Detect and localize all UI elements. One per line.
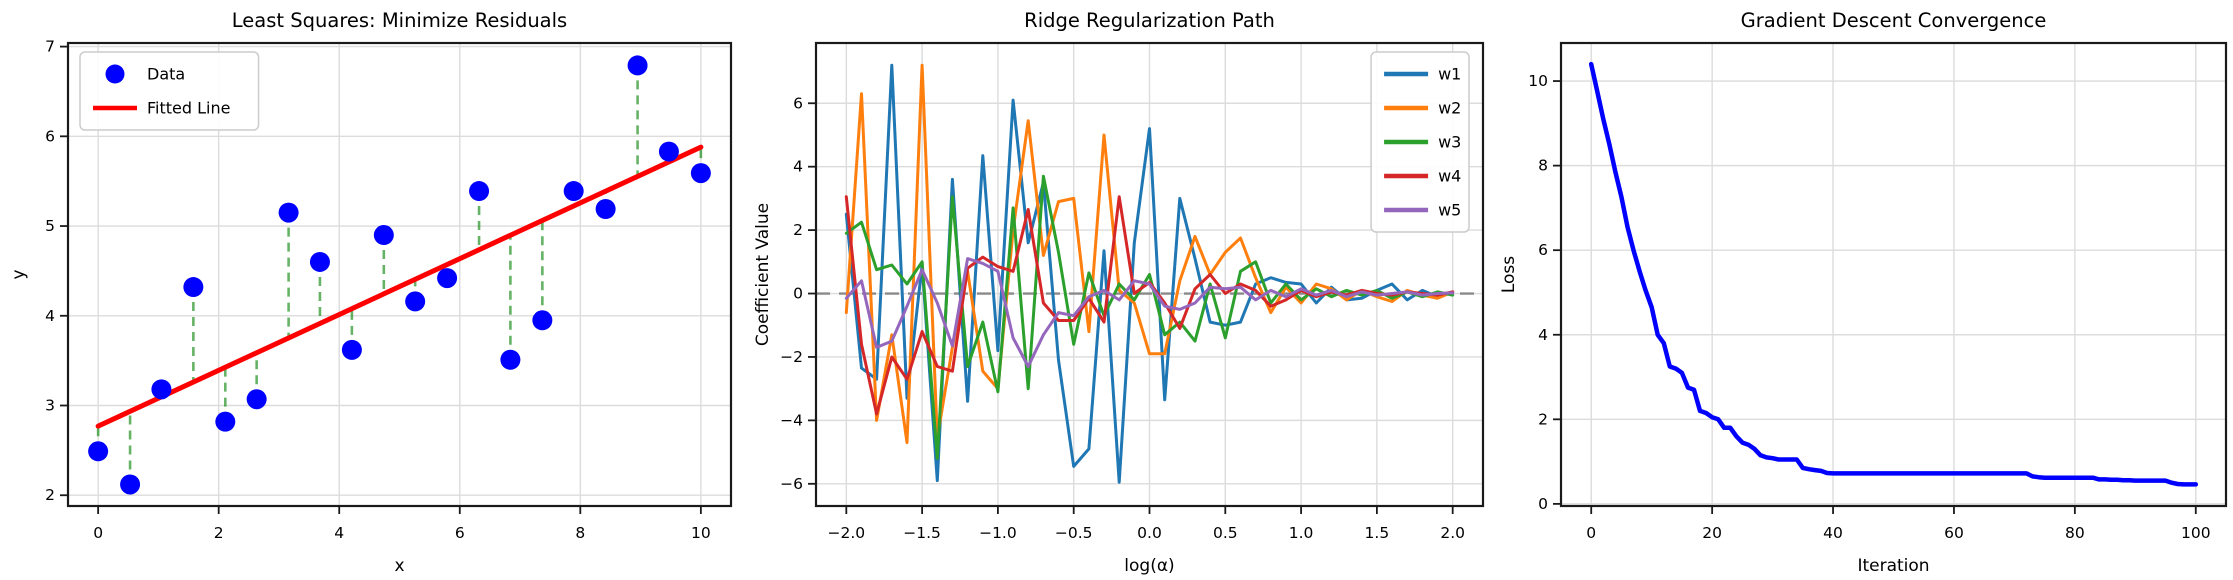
x-tick-label: −1.5	[903, 524, 941, 542]
legend-label: w3	[1438, 133, 1461, 152]
y-axis-label: y	[9, 269, 29, 279]
data-point	[151, 379, 172, 400]
data-point	[120, 474, 141, 495]
x-tick-label: 0	[93, 524, 103, 542]
y-tick-label: 4	[45, 307, 55, 325]
chart-title: Gradient Descent Convergence	[1741, 9, 2047, 32]
legend-label: w5	[1438, 201, 1461, 220]
series-line-loss	[1588, 61, 2199, 487]
y-tick-label: 2	[793, 221, 803, 239]
panel-ridge-path: −2.0 −1.5 −1.0 −0.5 0.0 0.5 1.0 1.5 2.0 −6 −4 −2 0 2 4…	[744, 0, 1490, 580]
data-point	[278, 202, 299, 223]
x-tick-label: 1.5	[1365, 524, 1390, 542]
panel-gradient-descent: 0 20 40 60 80 100 0 2 4 6 8 10 Gradient Descent Conv…	[1490, 0, 2233, 580]
y-tick-label: 0	[793, 285, 803, 303]
x-tick-label: 2	[214, 524, 224, 542]
fitted-line	[95, 144, 704, 429]
x-axis-label: Iteration	[1857, 556, 1929, 576]
data-point	[373, 225, 394, 246]
y-tick-label: 6	[793, 94, 803, 112]
data-point	[690, 163, 711, 184]
data-point	[627, 55, 648, 76]
x-tick-label: 0.0	[1137, 524, 1162, 542]
x-tick-label: 100	[2181, 524, 2211, 542]
x-axis-label: x	[394, 556, 404, 576]
x-tick-label: 0.5	[1213, 524, 1238, 542]
x-tick-label: −0.5	[1055, 524, 1093, 542]
y-tick-label: 2	[45, 486, 55, 504]
legend-box	[79, 51, 260, 131]
chart-ridge-path: −2.0 −1.5 −1.0 −0.5 0.0 0.5 1.0 1.5 2.0 −6 −4 −2 0 2 4…	[744, 0, 1490, 580]
y-tick-label: 10	[1528, 72, 1548, 90]
panel-least-squares: 0 2 4 6 8 10 2 3 4 5 6 7 Least Squares: Minimize Res…	[0, 0, 744, 580]
data-point	[532, 310, 553, 331]
data-point	[500, 349, 521, 370]
x-tick-label: 1.0	[1289, 524, 1314, 542]
x-tick-label: 8	[575, 524, 585, 542]
y-tick-label: 7	[45, 38, 55, 56]
x-tick-label: −2.0	[827, 524, 865, 542]
x-tick-label: 10	[691, 524, 711, 542]
data-point	[246, 389, 267, 410]
series-line-w5	[844, 257, 1455, 368]
chart-least-squares: 0 2 4 6 8 10 2 3 4 5 6 7 Least Squares: Minimize Res…	[0, 0, 744, 580]
y-axis-label: Loss	[1499, 256, 1519, 293]
y-tick-label: 2	[1538, 410, 1548, 428]
plot-frame	[1559, 41, 2228, 508]
data-point	[595, 198, 616, 219]
y-axis-label: Coefficient Value	[753, 203, 773, 346]
chart-title: Least Squares: Minimize Residuals	[232, 9, 567, 32]
legend-label: w2	[1438, 99, 1461, 118]
data-point	[341, 339, 362, 360]
chart-title: Ridge Regularization Path	[1024, 9, 1275, 32]
x-axis-label: log(α)	[1124, 556, 1174, 576]
x-tick-label: 80	[2065, 524, 2085, 542]
legend-swatch-dot	[105, 64, 125, 84]
y-tick-label: −6	[780, 475, 803, 493]
chart-gradient-descent: 0 20 40 60 80 100 0 2 4 6 8 10 Gradient Descent Conv…	[1490, 0, 2233, 580]
x-tick-label: 40	[1823, 524, 1843, 542]
y-tick-label: 6	[45, 127, 55, 145]
x-tick-label: 2.0	[1440, 524, 1465, 542]
y-tick-label: 4	[1538, 326, 1548, 344]
y-tick-label: 5	[45, 217, 55, 235]
data-point	[405, 291, 426, 312]
x-tick-label: 20	[1702, 524, 1722, 542]
x-tick-label: −1.0	[979, 524, 1017, 542]
data-point	[469, 181, 490, 202]
legend-label: Data	[147, 65, 185, 84]
legend-label: Fitted Line	[147, 99, 230, 118]
y-tick-label: 6	[1538, 241, 1548, 259]
legend-label: w4	[1438, 167, 1461, 186]
x-tick-label: 60	[1944, 524, 1964, 542]
data-point	[88, 441, 109, 462]
data-point	[563, 181, 584, 202]
x-tick-label: 4	[334, 524, 344, 542]
y-tick-label: 0	[1538, 495, 1548, 513]
plot-frame	[66, 41, 733, 508]
series-line-w2	[844, 63, 1455, 445]
x-tick-label: 6	[455, 524, 465, 542]
y-tick-label: −2	[780, 348, 803, 366]
data-point	[215, 411, 236, 432]
legend-label: w1	[1438, 65, 1461, 84]
data-point	[183, 277, 204, 298]
data-point	[437, 268, 458, 289]
data-point	[309, 251, 330, 272]
x-tick-label: 0	[1586, 524, 1596, 542]
y-tick-label: 4	[793, 158, 803, 176]
data-point	[658, 141, 679, 162]
y-tick-label: 8	[1538, 157, 1548, 175]
y-tick-label: −4	[780, 411, 803, 429]
y-tick-label: 3	[45, 397, 55, 415]
